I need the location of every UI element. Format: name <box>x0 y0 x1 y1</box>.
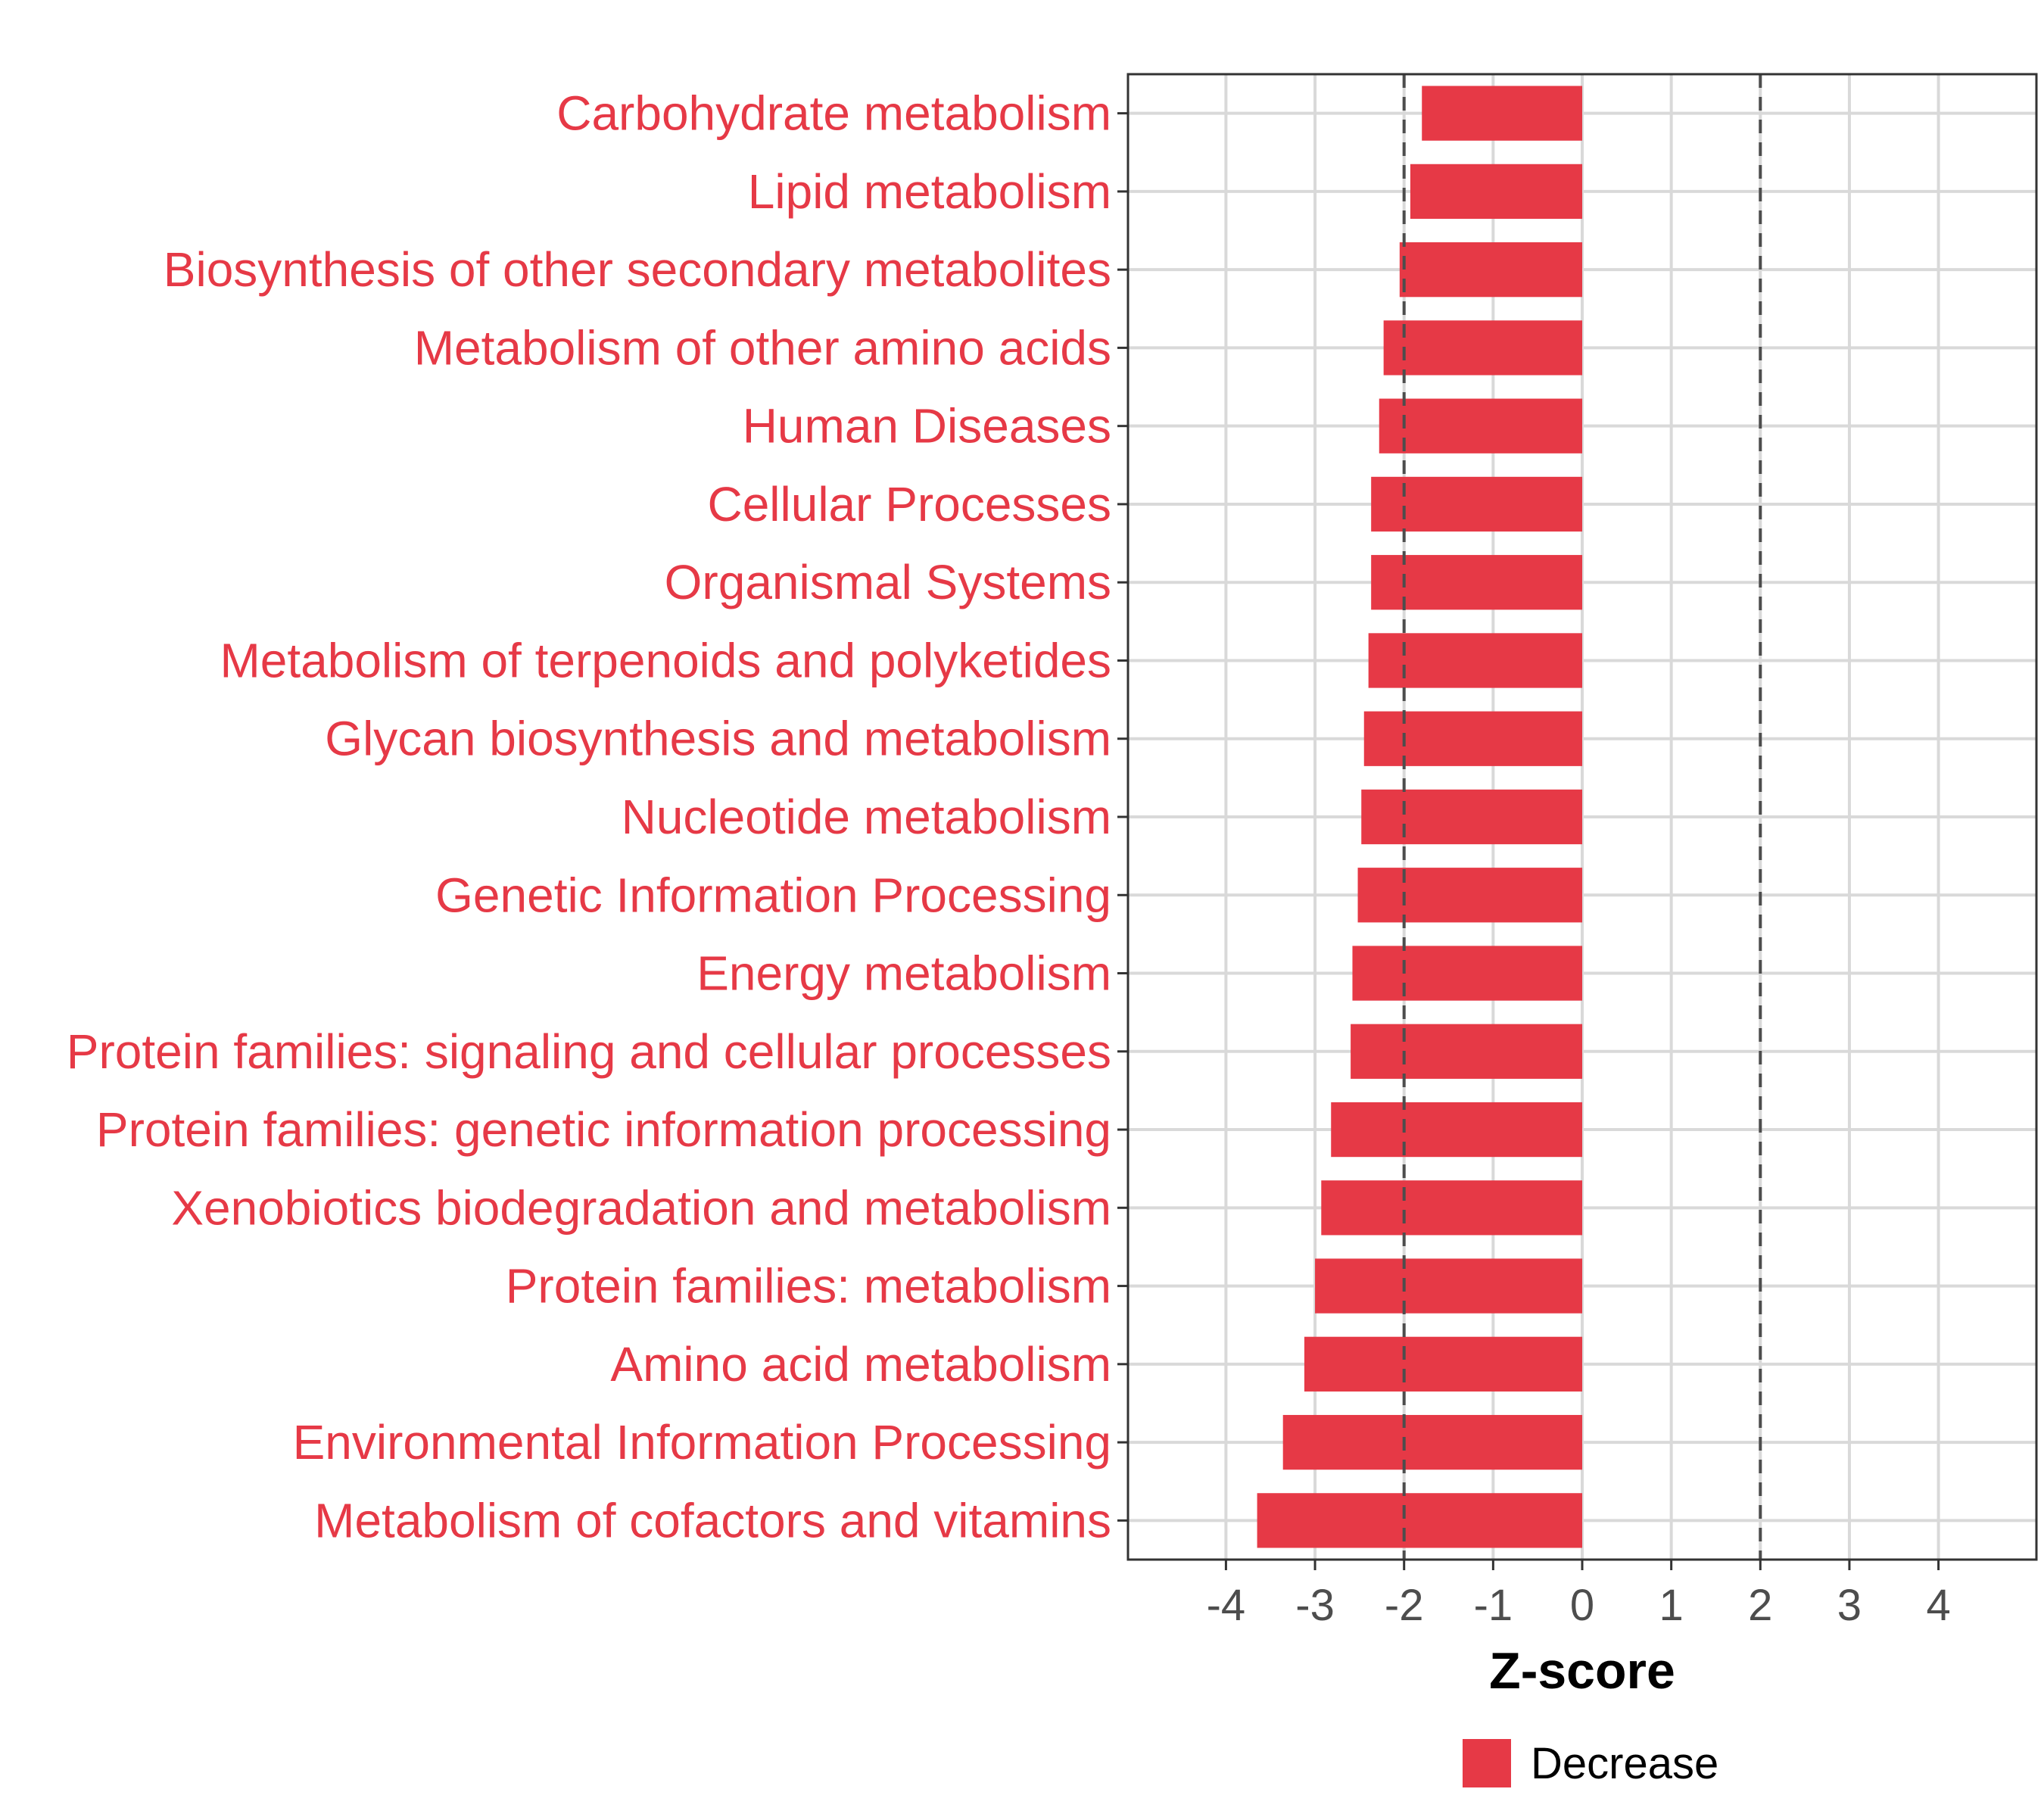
reference-lines <box>1402 74 1762 1560</box>
legend: Decrease <box>1463 1739 1718 1788</box>
x-tick-label: 1 <box>1659 1581 1684 1630</box>
bar <box>1399 242 1582 298</box>
y-tick-label: Lipid metabolism <box>748 164 1111 219</box>
y-axis: Carbohydrate metabolism Lipid metabolism B… <box>67 86 1128 1547</box>
y-tick-label: Environmental Information Processing <box>293 1415 1111 1469</box>
x-tick-label: -3 <box>1295 1581 1335 1630</box>
bar <box>1379 398 1582 453</box>
bar <box>1282 1414 1582 1470</box>
bar <box>1410 164 1582 220</box>
y-tick-label: Energy metabolism <box>696 946 1111 1001</box>
bar <box>1361 789 1582 845</box>
y-tick-label: Metabolism of other amino acids <box>414 320 1111 375</box>
y-tick-label: Metabolism of cofactors and vitamins <box>314 1493 1111 1547</box>
bar <box>1368 633 1582 688</box>
y-tick-label: Nucleotide metabolism <box>622 790 1111 844</box>
bar <box>1357 868 1582 923</box>
x-tick-label: -1 <box>1474 1581 1513 1630</box>
x-tick-label: 4 <box>1926 1581 1950 1630</box>
x-axis-title: Z-score <box>1489 1642 1675 1700</box>
bar <box>1371 476 1582 532</box>
bar <box>1315 1258 1582 1314</box>
y-tick-label: Amino acid metabolism <box>610 1337 1111 1392</box>
bar-layer <box>1257 86 1582 1548</box>
y-tick-label: Glycan biosynthesis and metabolism <box>325 712 1111 766</box>
y-tick-label: Human Diseases <box>743 399 1111 453</box>
bar <box>1422 86 1582 141</box>
x-tick-label: -2 <box>1385 1581 1424 1630</box>
y-tick-label: Protein families: metabolism <box>506 1259 1111 1314</box>
x-axis: -4 -3 -2 -1 0 1 2 3 4 <box>1207 1560 1951 1630</box>
y-tick-label: Cellular Processes <box>707 477 1111 531</box>
y-tick-label: Genetic Information Processing <box>435 868 1111 922</box>
x-tick-label: 2 <box>1748 1581 1772 1630</box>
y-tick-label: Metabolism of terpenoids and polyketides <box>220 633 1111 687</box>
bar <box>1304 1336 1582 1392</box>
bar <box>1363 711 1582 766</box>
y-tick-label: Protein families: signaling and cellular… <box>67 1024 1111 1079</box>
legend-label-decrease: Decrease <box>1531 1739 1718 1788</box>
bar <box>1351 1024 1582 1079</box>
bar <box>1321 1180 1582 1236</box>
y-tick-label: Biosynthesis of other secondary metaboli… <box>164 242 1111 297</box>
y-tick-label: Carbohydrate metabolism <box>556 86 1111 141</box>
x-tick-label: 0 <box>1570 1581 1594 1630</box>
bar <box>1352 946 1582 1001</box>
bar <box>1371 555 1582 610</box>
bar <box>1257 1493 1582 1548</box>
y-tick-label: Protein families: genetic information pr… <box>96 1102 1111 1157</box>
x-tick-label: 3 <box>1837 1581 1862 1630</box>
bar <box>1383 320 1582 376</box>
y-tick-label: Xenobiotics biodegradation and metabolis… <box>171 1180 1111 1235</box>
x-tick-label: -4 <box>1207 1581 1246 1630</box>
bar <box>1331 1102 1582 1158</box>
y-tick-label: Organismal Systems <box>665 555 1111 609</box>
legend-swatch-decrease <box>1463 1739 1511 1787</box>
